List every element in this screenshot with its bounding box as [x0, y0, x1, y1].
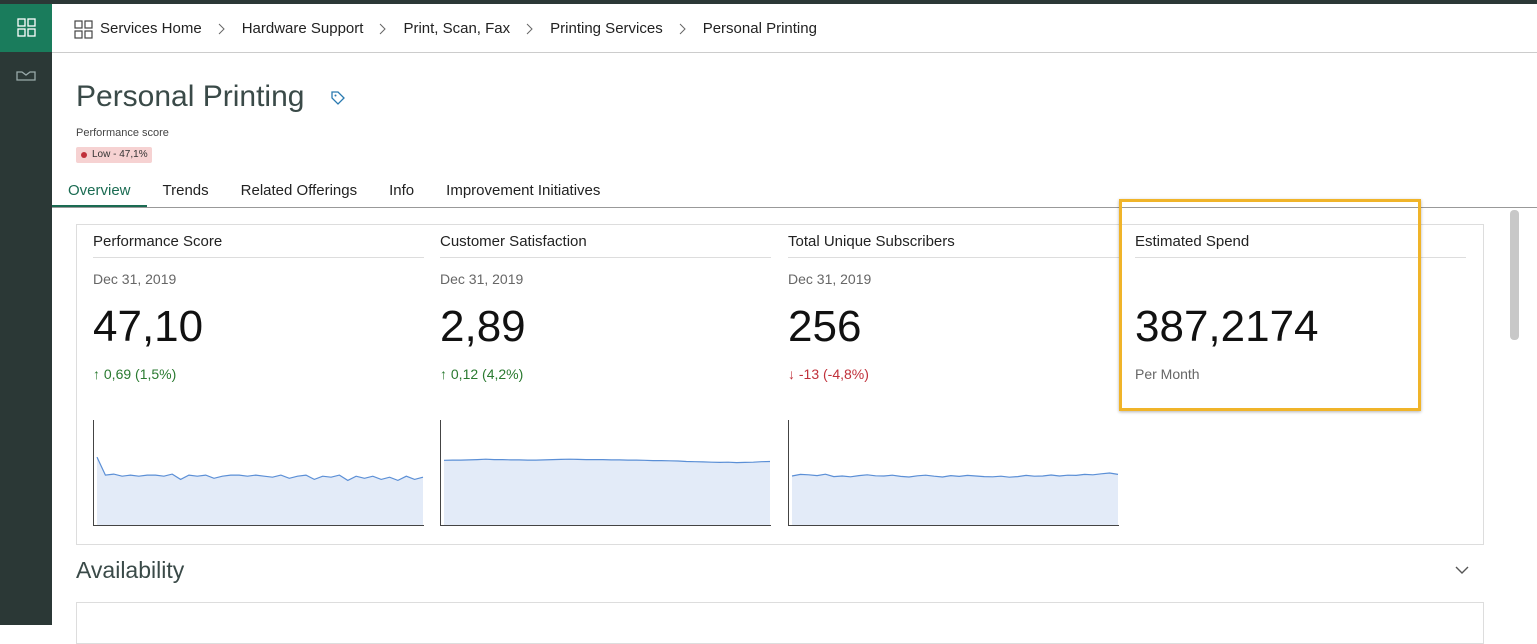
card-date: Dec 31, 2019 — [440, 271, 524, 287]
score-badge: Low - 47,1% — [76, 147, 152, 163]
breadcrumb-bar: Services Home Hardware Support Print, Scan… — [52, 4, 1537, 53]
page-title: Personal Printing — [76, 80, 305, 113]
score-label: Performance score — [76, 127, 169, 139]
sparkline-line — [443, 458, 771, 464]
chevron-path — [380, 23, 387, 35]
badge-text: Low - 47,1% — [92, 149, 148, 160]
tab[interactable]: Trends — [162, 182, 209, 199]
sparkline — [93, 420, 424, 526]
breadcrumb-item[interactable]: Personal Printing — [702, 20, 817, 37]
card-date: Dec 31, 2019 — [788, 271, 872, 287]
card-rule — [1135, 257, 1466, 258]
metrics-panel — [76, 224, 1484, 545]
handshake-icon[interactable] — [0, 52, 52, 92]
sparkline-area — [97, 457, 423, 526]
card-value: 387,2174 — [1135, 302, 1319, 351]
chevron-path — [218, 23, 225, 35]
top-strip — [0, 0, 1537, 4]
chevron — [218, 23, 225, 35]
collapse-chevron[interactable] — [1455, 565, 1469, 575]
card-note: Per Month — [1135, 366, 1200, 382]
card-date: Dec 31, 2019 — [93, 271, 177, 287]
card-change: ↑ 0,69 (1,5%) — [93, 366, 177, 382]
card-rule — [788, 257, 1119, 258]
sparkline — [440, 420, 771, 526]
tab[interactable]: Info — [389, 182, 415, 199]
tabs: Overview Trends Related Offerings Info Impro… — [52, 174, 1537, 208]
card-title: Total Unique Subscribers — [788, 233, 955, 250]
card-value: 2,89 — [440, 302, 526, 351]
breadcrumb-item[interactable]: Printing Services — [550, 20, 663, 37]
card-rule — [440, 257, 771, 258]
scrollbar[interactable] — [1510, 210, 1519, 340]
card-title: Estimated Spend — [1135, 233, 1250, 250]
card-title: Customer Satisfaction — [440, 233, 587, 250]
card-change: ↑ 0,12 (4,2%) — [440, 366, 524, 382]
card-title: Performance Score — [93, 233, 223, 250]
sparkline-axis — [440, 420, 771, 526]
card-change: ↓ -13 (-4,8%) — [788, 366, 869, 382]
apps-button[interactable] — [0, 4, 52, 52]
sidebar — [0, 4, 52, 625]
tab[interactable]: Overview — [52, 174, 147, 207]
apps-icon — [17, 18, 36, 37]
breadcrumb: Services Home Hardware Support Print, Scan… — [100, 20, 817, 38]
availability-panel — [76, 602, 1484, 644]
sparkline-line — [791, 472, 1119, 478]
badge-dot — [81, 152, 87, 158]
sparkline-line — [96, 456, 424, 482]
tab[interactable]: Improvement Initiatives — [446, 182, 601, 199]
highlight-box — [1119, 199, 1421, 411]
chevron-path — [526, 23, 533, 35]
card-value: 47,10 — [93, 302, 204, 351]
chevron — [380, 23, 387, 35]
section-title: Availability — [76, 557, 185, 583]
sparkline-axis — [788, 420, 1119, 526]
chevron-path — [679, 23, 686, 35]
sparkline-area — [792, 473, 1118, 526]
sparkline — [788, 420, 1119, 526]
home-icon — [74, 20, 93, 39]
tag-icon[interactable] — [330, 90, 346, 106]
tab[interactable]: Related Offerings — [240, 182, 358, 199]
breadcrumb-item[interactable]: Hardware Support — [241, 20, 364, 37]
chevron — [679, 23, 686, 35]
breadcrumb-item[interactable]: Services Home — [100, 20, 202, 37]
sparkline-area — [444, 459, 770, 526]
breadcrumb-item[interactable]: Print, Scan, Fax — [403, 20, 511, 37]
card-rule — [93, 257, 424, 258]
card-value: 256 — [788, 302, 862, 351]
chevron — [526, 23, 533, 35]
sparkline-axis — [93, 420, 424, 526]
